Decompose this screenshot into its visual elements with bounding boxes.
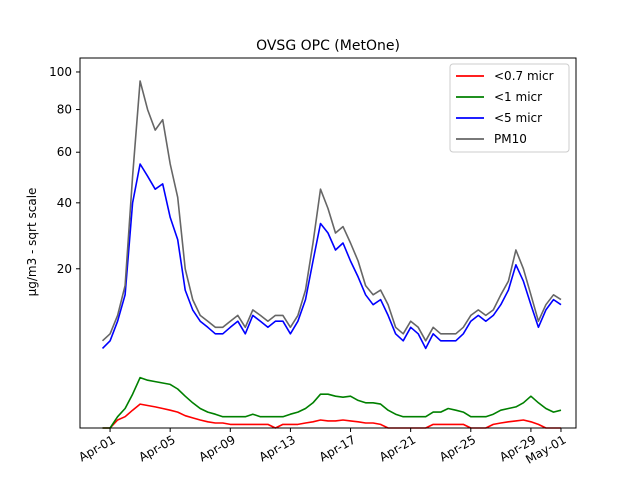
legend: <0.7 micr <1 micr <5 micr PM10 <box>449 63 570 153</box>
y-tick-label: 80 <box>57 103 72 117</box>
series-line-1 <box>102 376 562 429</box>
y-tick-label: 40 <box>57 196 72 210</box>
y-tick-label: 20 <box>57 262 72 276</box>
y-axis-label: µg/m3 - sqrt scale <box>25 188 39 297</box>
chart-title: OVSG OPC (MetOne) <box>256 38 400 54</box>
legend-box <box>449 63 570 153</box>
y-tick-label: 60 <box>57 145 72 159</box>
series-line-3 <box>101 80 562 342</box>
legend-label: <5 micr <box>494 111 542 125</box>
plot-frame <box>79 57 577 429</box>
legend-label: <0.7 micr <box>494 69 554 83</box>
legend-label: PM10 <box>494 132 527 146</box>
series-line-2 <box>101 163 562 350</box>
y-tick-label: 100 <box>49 65 72 79</box>
legend-label: <1 micr <box>494 90 542 104</box>
